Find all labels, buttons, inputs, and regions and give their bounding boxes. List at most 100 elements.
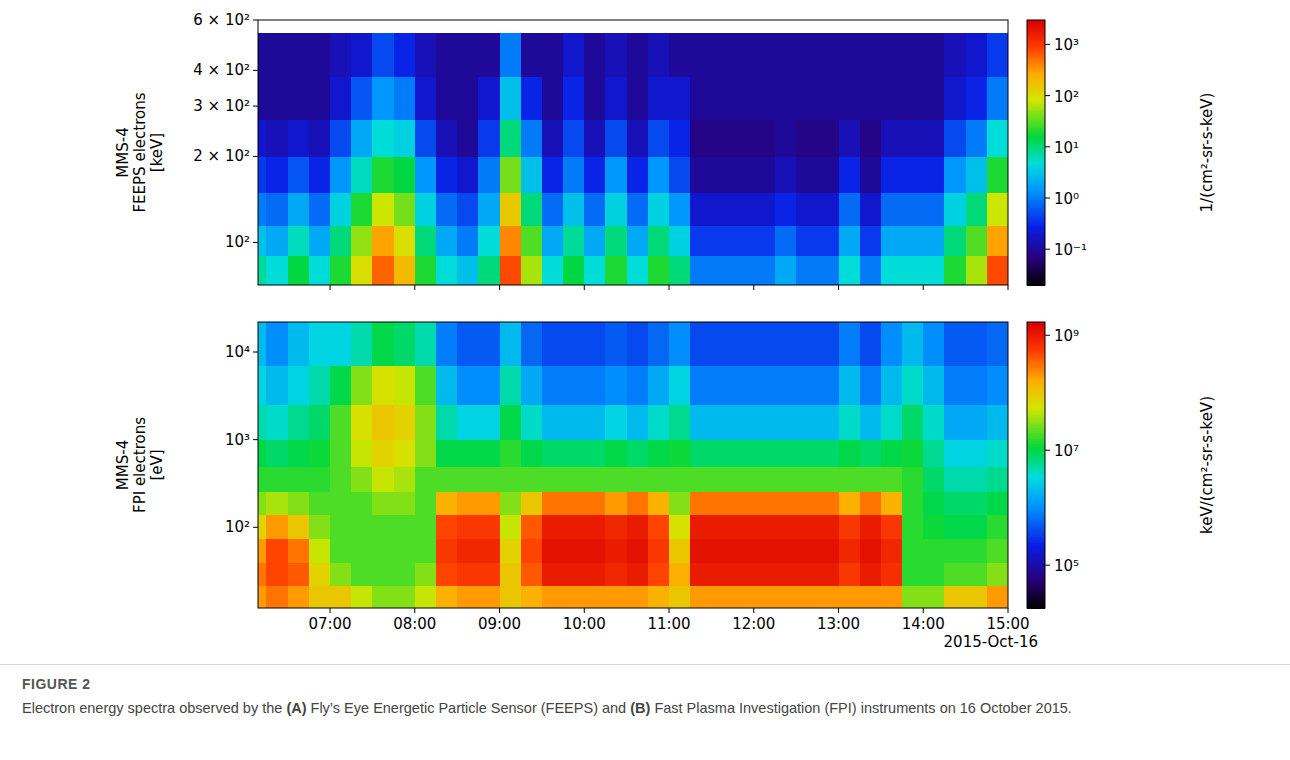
heatmap-cell — [351, 192, 373, 226]
heatmap-cell — [563, 33, 585, 77]
heatmap-cell — [775, 156, 797, 192]
heatmap-cell — [711, 366, 733, 406]
heatmap-cell — [648, 538, 670, 563]
heatmap-cell — [372, 405, 394, 440]
heatmap-cell — [944, 491, 966, 515]
heatmap-cell — [372, 256, 394, 285]
heatmap-cell — [881, 156, 903, 192]
heatmap-cell — [563, 440, 585, 467]
heatmap-cell — [923, 562, 945, 585]
heatmap-cell — [584, 366, 606, 406]
heatmap-cell — [796, 33, 818, 77]
heatmap-cell — [839, 192, 861, 226]
heatmap-cell — [415, 466, 437, 491]
heatmap-cell — [584, 156, 606, 192]
heatmap-cell — [372, 119, 394, 157]
colorbar-tick — [1045, 249, 1050, 250]
heatmap-cell — [584, 405, 606, 440]
heatmap-cell — [372, 33, 394, 77]
colorbar-tick — [1045, 146, 1050, 147]
heatmap-cell — [266, 156, 288, 192]
heatmap-cell — [521, 77, 543, 120]
heatmap-cell — [966, 585, 988, 608]
heatmap-cell — [711, 322, 733, 366]
heatmap-cell — [627, 256, 649, 285]
heatmap-cell — [258, 192, 267, 226]
y-axis-title: MMS-4 — [114, 127, 132, 177]
heatmap-cell — [860, 440, 882, 467]
heatmap-cell — [436, 538, 458, 563]
heatmap-cell — [288, 322, 310, 366]
heatmap-cell — [881, 562, 903, 585]
heatmap-cell — [351, 225, 373, 256]
heatmap-cell — [584, 440, 606, 467]
x-tick — [584, 285, 585, 290]
heatmap-cell — [648, 322, 670, 366]
heatmap-cell — [733, 538, 755, 563]
heatmap-cell — [563, 366, 585, 406]
heatmap-cell — [944, 440, 966, 467]
heatmap-cell — [775, 491, 797, 515]
x-tick — [330, 285, 331, 290]
heatmap-cell — [627, 156, 649, 192]
heatmap-cell — [817, 156, 839, 192]
heatmap-cell — [309, 585, 331, 608]
heatmap-cell — [817, 33, 839, 77]
heatmap-cell — [987, 322, 1008, 366]
heatmap-cell — [944, 585, 966, 608]
heatmap-cell — [521, 491, 543, 515]
heatmap-cell — [839, 33, 861, 77]
heatmap-cell — [266, 585, 288, 608]
heatmap-cell — [266, 491, 288, 515]
heatmap-cell — [817, 405, 839, 440]
y-tick-label: 10² — [225, 518, 250, 536]
heatmap-cell — [817, 514, 839, 538]
heatmap-cell — [457, 256, 479, 285]
heatmap-cell — [309, 562, 331, 585]
heatmap-cell — [754, 366, 776, 406]
heatmap-cell — [288, 538, 310, 563]
heatmap-cell — [415, 366, 437, 406]
heatmap-cell — [796, 440, 818, 467]
heatmap-cell — [817, 585, 839, 608]
heatmap-cell — [775, 466, 797, 491]
heatmap-cell — [627, 225, 649, 256]
heatmap-cell — [436, 405, 458, 440]
heatmap-cell — [500, 366, 522, 406]
heatmap-cell — [944, 538, 966, 563]
heatmap-cell — [521, 322, 543, 366]
heatmap-cell — [733, 77, 755, 120]
heatmap-cell — [902, 256, 924, 285]
heatmap-cell — [394, 77, 416, 120]
heatmap-cell — [966, 156, 988, 192]
heatmap-cell — [796, 225, 818, 256]
heatmap-cell — [902, 538, 924, 563]
colorbar-title: 1/(cm²-sr-s-keV) — [1198, 93, 1216, 213]
heatmap-cell — [944, 256, 966, 285]
heatmap-cell — [944, 192, 966, 226]
heatmap-cell — [309, 491, 331, 515]
heatmap-cell — [648, 491, 670, 515]
heatmap-cell — [258, 156, 267, 192]
heatmap-cell — [711, 514, 733, 538]
heatmap-cell — [258, 491, 267, 515]
heatmap-cell — [394, 322, 416, 366]
heatmap-cell — [415, 322, 437, 366]
heatmap-cell — [860, 538, 882, 563]
figure-caption: Electron energy spectra observed by the … — [22, 698, 1237, 718]
heatmap-cell — [394, 466, 416, 491]
x-tick — [669, 285, 670, 290]
heatmap-cell — [258, 585, 267, 608]
y-tick — [253, 70, 258, 71]
heatmap-cell — [839, 405, 861, 440]
heatmap-cell — [436, 491, 458, 515]
heatmap-cell — [966, 225, 988, 256]
heatmap-cell — [330, 225, 352, 256]
heatmap-cell — [711, 119, 733, 157]
heatmap-cell — [902, 491, 924, 515]
heatmap-cell — [627, 192, 649, 226]
heatmap-cell — [881, 466, 903, 491]
heatmap-cell — [987, 77, 1008, 120]
heatmap-cell — [605, 256, 627, 285]
heatmap-cell — [288, 192, 310, 226]
